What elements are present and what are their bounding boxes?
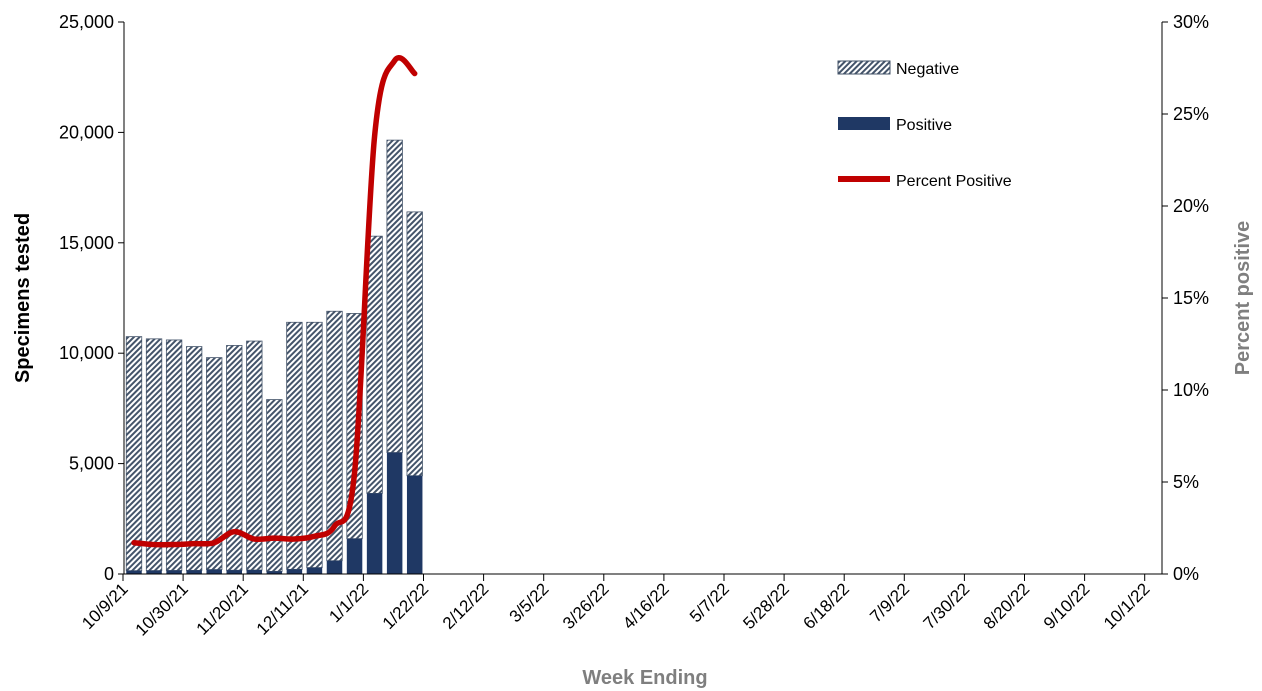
y2-tick-label: 25%	[1173, 104, 1209, 124]
x-tick-label: 9/10/22	[1040, 579, 1094, 633]
bar-negative	[266, 399, 283, 572]
bar-positive	[226, 570, 242, 574]
bar-negative	[326, 310, 343, 562]
bar-positive	[406, 475, 423, 574]
x-tick-label: 7/9/22	[866, 579, 913, 626]
bar-negative	[165, 339, 183, 571]
bar-negative	[406, 211, 423, 477]
bar-positive	[266, 571, 283, 574]
x-tick-label: 3/26/22	[559, 579, 613, 633]
bar-positive	[126, 570, 142, 574]
y-tick-label: 5,000	[69, 454, 114, 474]
bar-positive	[246, 570, 263, 574]
bar-positive	[286, 569, 303, 574]
bar-negative	[286, 321, 303, 570]
bar-negative	[386, 139, 403, 453]
bar-positive	[346, 538, 363, 574]
x-tick-label: 3/5/22	[506, 579, 553, 626]
bar-positive	[326, 560, 343, 574]
x-tick-label: 12/11/21	[253, 579, 312, 638]
x-tick-label: 5/7/22	[686, 579, 733, 626]
bar-positive	[206, 569, 222, 574]
y2-tick-label: 30%	[1173, 12, 1209, 32]
legend-swatch-positive	[838, 117, 890, 130]
y2-tick-label: 20%	[1173, 196, 1209, 216]
y2-tick-label: 0%	[1173, 564, 1199, 584]
x-tick-label: 8/20/22	[980, 579, 1034, 633]
legend: Negative Positive Percent Positive	[837, 60, 1012, 190]
bar-negative	[145, 338, 163, 571]
y-tick-label: 25,000	[59, 12, 114, 32]
bar-positive	[306, 567, 323, 574]
y2-tick-label: 5%	[1173, 472, 1199, 492]
x-tick-label: 5/28/22	[739, 579, 793, 633]
bar-negative	[185, 346, 203, 571]
y-tick-label: 20,000	[59, 122, 114, 142]
x-tick-label: 11/20/21	[193, 579, 252, 638]
bar-negative	[366, 235, 383, 494]
x-tick-label: 10/30/21	[132, 579, 192, 639]
x-tick-label: 6/18/22	[799, 579, 853, 633]
y-tick-label: 10,000	[59, 343, 114, 363]
legend-label-negative: Negative	[896, 61, 959, 78]
bars-group	[125, 139, 423, 574]
y2-axis-title: Percent positive	[1232, 221, 1254, 376]
x-tick-label: 4/16/22	[619, 579, 673, 633]
legend-label-positive: Positive	[896, 117, 952, 134]
x-tick-label: 1/1/22	[325, 579, 372, 626]
bar-positive	[386, 452, 403, 574]
x-axis-title: Week Ending	[582, 667, 707, 689]
legend-label-percent-positive: Percent Positive	[896, 173, 1012, 190]
x-tick-label: 2/12/22	[439, 579, 493, 633]
y-tick-label: 0	[104, 564, 114, 584]
x-tick-label: 10/1/22	[1100, 579, 1154, 633]
bar-negative	[306, 321, 323, 568]
bar-positive	[146, 570, 162, 574]
legend-swatch-negative	[837, 60, 891, 75]
x-tick-label: 1/22/22	[379, 579, 433, 633]
y-tick-label: 15,000	[59, 233, 114, 253]
bar-positive	[186, 570, 202, 574]
bar-positive	[366, 493, 383, 574]
x-tick-label: 7/30/22	[920, 579, 974, 633]
x-tick-label: 10/9/21	[78, 579, 132, 633]
bar-positive	[166, 570, 182, 574]
bar-negative	[125, 336, 143, 572]
y-axis-title: Specimens tested	[12, 213, 34, 383]
y2-tick-label: 10%	[1173, 380, 1209, 400]
y2-tick-label: 15%	[1173, 288, 1209, 308]
percent-positive-line	[131, 55, 418, 548]
line-group	[131, 55, 418, 548]
